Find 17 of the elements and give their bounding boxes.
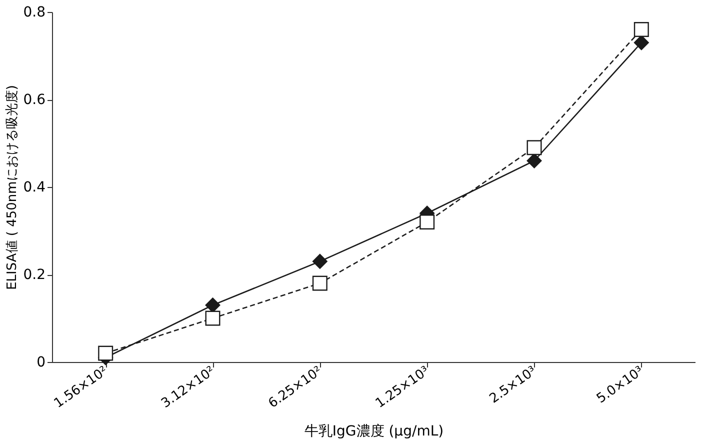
x-axis-title: 牛乳IgG濃度 (μg/mL) <box>304 424 444 440</box>
point <box>526 140 542 156</box>
point <box>205 310 220 326</box>
point <box>312 254 328 269</box>
point <box>420 214 435 230</box>
y-tick-label: 0 <box>36 354 46 370</box>
point <box>205 298 220 313</box>
y-tick-label: 0.2 <box>23 267 46 283</box>
point <box>634 35 649 50</box>
point <box>526 153 542 168</box>
point <box>98 346 114 361</box>
y-tick-label: 0.6 <box>23 92 46 108</box>
point <box>312 276 328 291</box>
point <box>634 22 649 37</box>
y-tick-label: 0.4 <box>23 180 46 196</box>
y-axis-title: ELISA値 ( 450nmにおける吸光度) <box>4 85 20 290</box>
y-tick-label: 0.8 <box>23 4 46 20</box>
